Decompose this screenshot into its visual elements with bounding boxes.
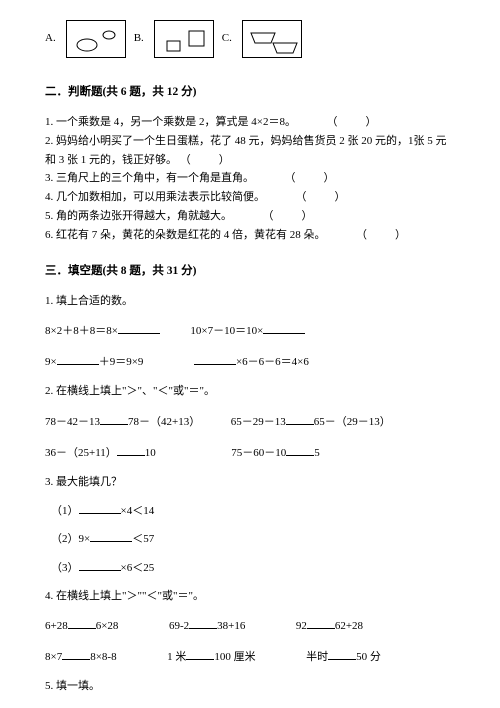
s3-q4-r1c-l: 92 (296, 620, 307, 632)
s2-q1: 1. 一个乘数是 4，另一个乘数是 2，算式是 4×2＝8。 （ ） (45, 113, 455, 132)
s3-q4-title: 4. 在横线上填上"＞""＜"或"＝"。 (45, 588, 455, 606)
s3-q3-i2-suf: ＜57 (132, 533, 154, 545)
blank (100, 413, 128, 425)
s3-q4-r2c-l: 半时 (306, 651, 328, 663)
s2-q1-paren: （ ） (326, 116, 378, 128)
s3-q2-row2: 36－（25+11） 10 75－60－10 5 (45, 444, 455, 463)
s2-q4-text: 4. 几个加数相加，可以用乘法表示比较简便。 (45, 191, 265, 203)
s3-q3-i1: （1） ×4＜14 (51, 502, 455, 521)
blank (189, 617, 217, 629)
s3-q4-row1: 6+28 6×28 69-2 38+16 92 62+28 (45, 617, 455, 636)
s3-q2-r2a-l: 36－（25+11） (45, 447, 117, 459)
s3-q4-row2: 8×7 8×8-8 1 米 100 厘米 半时 50 分 (45, 648, 455, 667)
s3-q1-r1b: 10×7－10＝10× (190, 325, 263, 337)
s2-q5-paren: （ ） (263, 210, 315, 222)
section-2-title: 二．判断题(共 6 题，共 12 分) (45, 83, 455, 101)
s2-q3: 3. 三角尺上的三个角中，有一个角是直角。 （ ） (45, 169, 455, 188)
s3-q4-r1a-r: 6×28 (96, 620, 119, 632)
s3-q3-i2-pre: （2）9× (51, 533, 90, 545)
choice-b-label: B. (134, 30, 144, 48)
s3-q1-row1: 8×2＋8＋8＝8× 10×7－10＝10× (45, 322, 455, 341)
s2-q3-text: 3. 三角尺上的三个角中，有一个角是直角。 (45, 172, 254, 184)
s2-q2-paren: （ ） (180, 154, 232, 166)
multiple-choice-row: A. B. C. (45, 20, 455, 58)
s3-q1-r2a-pre: 9× (45, 356, 57, 368)
s3-q3-i2: （2）9× ＜57 (51, 530, 455, 549)
s2-q5: 5. 角的两条边张开得越大，角就越大。 （ ） (45, 207, 455, 226)
s2-q1-text: 1. 一个乘数是 4，另一个乘数是 2，算式是 4×2＝8。 (45, 116, 296, 128)
s3-q4-r2b-l: 1 米 (167, 651, 186, 663)
s3-q2-r1a-l: 78－42－13 (45, 416, 100, 428)
blank (118, 322, 160, 334)
choice-a-box (66, 20, 126, 58)
s3-q4-r2a-r: 8×8-8 (90, 651, 116, 663)
s3-q3-i1-suf: ×4＜14 (121, 505, 155, 517)
blank (186, 648, 214, 660)
s3-q2-title: 2. 在横线上填上"＞"、"＜"或"＝"。 (45, 383, 455, 401)
blank (263, 322, 305, 334)
s2-q2: 2. 妈妈给小明买了一个生日蛋糕，花了 48 元，妈妈给售货员 2 张 20 元… (45, 132, 455, 169)
choice-a-label: A. (45, 30, 56, 48)
blank (90, 530, 132, 542)
s2-q4: 4. 几个加数相加，可以用乘法表示比较简便。 （ ） (45, 188, 455, 207)
s3-q2-r1b-l: 65－29－13 (231, 416, 286, 428)
choice-c-box (242, 20, 302, 58)
s2-q6-paren: （ ） (356, 229, 408, 241)
blank (286, 413, 314, 425)
s3-q2-r1b-r: 65－（29－13） (314, 416, 391, 428)
blank (328, 648, 356, 660)
blank (117, 444, 145, 456)
s2-q2-text: 2. 妈妈给小明买了一个生日蛋糕，花了 48 元，妈妈给售货员 2 张 20 元… (45, 135, 447, 166)
s2-q4-paren: （ ） (296, 191, 348, 203)
choice-c-label: C. (222, 30, 232, 48)
s3-q3-i1-pre: （1） (51, 505, 79, 517)
s3-q4-r1c-r: 62+28 (335, 620, 363, 632)
s3-q2-r2a-r: 10 (145, 447, 156, 459)
blank (307, 617, 335, 629)
s3-q4-r2a-l: 8×7 (45, 651, 62, 663)
blank (62, 648, 90, 660)
s3-q1-row2: 9× ＋9＝9×9 ×6－6－6＝4×6 (45, 353, 455, 372)
s2-q5-text: 5. 角的两条边张开得越大，角就越大。 (45, 210, 232, 222)
s3-q3-title: 3. 最大能填几？ (45, 474, 455, 492)
s3-q4-r2b-r: 100 厘米 (214, 651, 255, 663)
blank (68, 617, 96, 629)
s3-q2-r1a-r: 78－（42+13） (128, 416, 200, 428)
s3-q1-r2b-suf: ×6－6－6＝4×6 (236, 356, 309, 368)
blank (286, 444, 314, 456)
s3-q4-r1a-l: 6+28 (45, 620, 68, 632)
s3-q5-title: 5. 填一填。 (45, 678, 455, 696)
s2-q3-paren: （ ） (285, 172, 337, 184)
s2-q6-text: 6. 红花有 7 朵，黄花的朵数是红花的 4 倍，黄花有 28 朵。 (45, 229, 326, 241)
blank (79, 559, 121, 571)
s3-q2-r2b-l: 75－60－10 (231, 447, 286, 459)
s3-q2-row1: 78－42－13 78－（42+13） 65－29－13 65－（29－13） (45, 413, 455, 432)
blank (194, 353, 236, 365)
blank (79, 502, 121, 514)
blank (57, 353, 99, 365)
s3-q3-i3-suf: ×6＜25 (121, 562, 155, 574)
s2-q6: 6. 红花有 7 朵，黄花的朵数是红花的 4 倍，黄花有 28 朵。 （ ） (45, 226, 455, 245)
s3-q1-r1a: 8×2＋8＋8＝8× (45, 325, 118, 337)
section-3-title: 三．填空题(共 8 题，共 31 分) (45, 262, 455, 280)
s3-q3-i3: （3） ×6＜25 (51, 559, 455, 578)
s3-q4-r1b-l: 69-2 (169, 620, 189, 632)
s3-q1-title: 1. 填上合适的数。 (45, 293, 455, 311)
s3-q1-r2a-mid: ＋9＝9×9 (99, 356, 144, 368)
s3-q4-r2c-r: 50 分 (356, 651, 381, 663)
s3-q2-r2b-r: 5 (314, 447, 320, 459)
choice-b-box (154, 20, 214, 58)
s3-q3-i3-pre: （3） (51, 562, 79, 574)
s3-q4-r1b-r: 38+16 (217, 620, 245, 632)
